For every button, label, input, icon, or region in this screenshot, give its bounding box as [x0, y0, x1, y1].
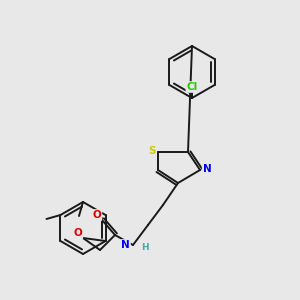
Text: Cl: Cl: [186, 82, 198, 92]
Text: N: N: [121, 240, 130, 250]
Text: O: O: [93, 210, 101, 220]
Text: S: S: [148, 146, 156, 156]
Text: O: O: [74, 228, 82, 238]
Text: H: H: [141, 242, 148, 251]
Text: N: N: [202, 164, 211, 174]
